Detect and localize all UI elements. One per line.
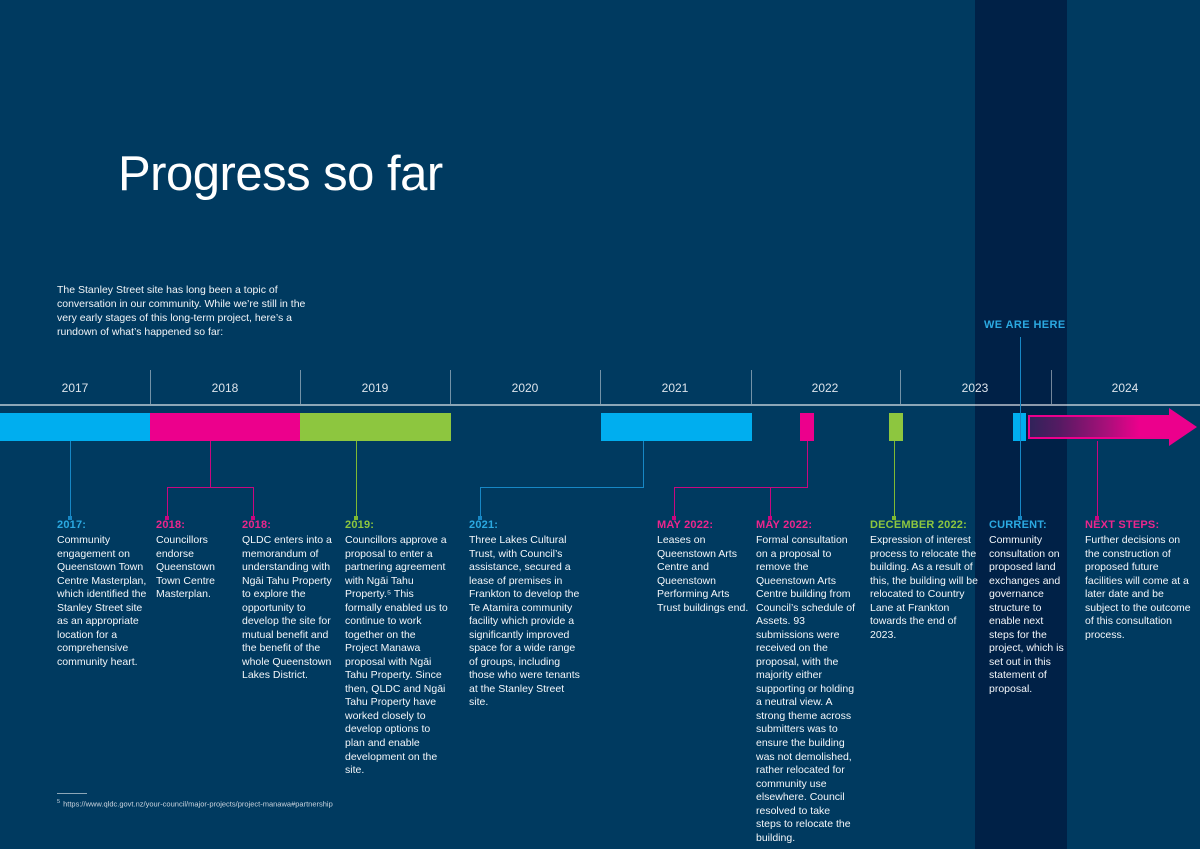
milestone-text: Councillors approve a proposal to enter … xyxy=(345,534,448,777)
connector-dot xyxy=(251,516,255,520)
timeline-bar-2021 xyxy=(601,413,752,441)
intro-paragraph: The Stanley Street site has long been a … xyxy=(57,284,306,339)
timeline-tick xyxy=(150,370,151,404)
page-title: Progress so far xyxy=(118,147,443,201)
connector-line-2017 xyxy=(70,441,71,517)
timeline-tick xyxy=(900,370,901,404)
connector-line-may-2022 xyxy=(770,487,771,517)
milestone-label: DECEMBER 2022: xyxy=(870,519,967,531)
milestone-2019: 2019: Councillors approve a proposal to … xyxy=(345,519,451,778)
milestone-label: 2018: xyxy=(156,519,186,531)
year-label-2020: 2020 xyxy=(511,381,539,395)
milestone-label: 2021: xyxy=(469,519,499,531)
connector-line-2019 xyxy=(356,441,357,517)
milestone-text: QLDC enters into a memorandum of underst… xyxy=(242,534,332,682)
milestone-2017: 2017: Community engagement on Queenstown… xyxy=(57,519,154,669)
milestone-text: Community consultation on proposed land … xyxy=(989,534,1064,695)
footnote: 5 https://www.qldc.govt.nz/your-council/m… xyxy=(57,799,333,809)
connector-line-current xyxy=(1020,337,1021,517)
connector-line-2021 xyxy=(480,487,481,517)
milestone-label: MAY 2022: xyxy=(657,519,714,531)
milestone-text: Leases on Queenstown Arts Centre and Que… xyxy=(657,534,749,614)
milestone-next-steps: NEXT STEPS: Further decisions on the con… xyxy=(1085,519,1192,642)
connector-line-2021 xyxy=(480,487,644,488)
year-label-2018: 2018 xyxy=(211,381,239,395)
milestone-label: 2018: xyxy=(242,519,272,531)
timeline-tick xyxy=(600,370,601,404)
connector-line-2018 xyxy=(253,487,254,517)
milestone-current: CURRENT: Community consultation on propo… xyxy=(989,519,1069,696)
milestone-label: 2017: xyxy=(57,519,87,531)
connector-dot xyxy=(354,516,358,520)
timeline-bar-december-2022 xyxy=(889,413,903,441)
milestone-may-2022-a: MAY 2022: Leases on Queenstown Arts Cent… xyxy=(657,519,752,615)
year-label-2023: 2023 xyxy=(961,381,989,395)
milestone-december-2022: DECEMBER 2022: Expression of interest pr… xyxy=(870,519,980,642)
year-label-2022: 2022 xyxy=(811,381,839,395)
connector-line-2018 xyxy=(167,487,168,517)
timeline-tick xyxy=(300,370,301,404)
timeline-tick xyxy=(450,370,451,404)
footnote-url: https://www.qldc.govt.nz/your-council/ma… xyxy=(63,799,333,809)
connector-line-2018 xyxy=(210,441,211,488)
connector-dot xyxy=(768,516,772,520)
connector-line-december-2022 xyxy=(894,441,895,517)
connector-line-2021 xyxy=(643,441,644,488)
milestone-2018-b: 2018: QLDC enters into a memorandum of u… xyxy=(242,519,342,683)
milestone-label: NEXT STEPS: xyxy=(1085,519,1160,531)
milestone-text: Three Lakes Cultural Trust, with Council… xyxy=(469,534,580,709)
milestone-text: Expression of interest process to reloca… xyxy=(870,534,978,641)
year-label-2024: 2024 xyxy=(1111,381,1139,395)
milestone-label: MAY 2022: xyxy=(756,519,813,531)
timeline-bar-2017 xyxy=(0,413,150,441)
future-arrow-body xyxy=(1028,415,1172,439)
connector-dot xyxy=(892,516,896,520)
connector-line-next-steps xyxy=(1097,441,1098,517)
timeline-bar-may-2022 xyxy=(800,413,814,441)
timeline-bar-2019 xyxy=(300,413,451,441)
milestone-may-2022-b: MAY 2022: Formal consultation on a propo… xyxy=(756,519,858,845)
timeline-tick xyxy=(751,370,752,404)
footnote-marker: 5 xyxy=(57,799,61,805)
connector-line-may-2022 xyxy=(674,487,808,488)
connector-dot xyxy=(68,516,72,520)
connector-dot xyxy=(1095,516,1099,520)
milestone-text: Councillors endorse Queenstown Town Cent… xyxy=(156,534,215,601)
year-label-2017: 2017 xyxy=(61,381,89,395)
connector-line-2018 xyxy=(167,487,254,488)
year-label-2019: 2019 xyxy=(361,381,389,395)
milestone-text: Community engagement on Queenstown Town … xyxy=(57,534,147,668)
connector-line-may-2022 xyxy=(674,487,675,517)
connector-dot xyxy=(165,516,169,520)
timeline-bar-2018 xyxy=(150,413,300,441)
milestone-2021: 2021: Three Lakes Cultural Trust, with C… xyxy=(469,519,581,710)
timeline-axis xyxy=(0,404,1200,406)
milestone-label: CURRENT: xyxy=(989,519,1047,531)
connector-dot xyxy=(478,516,482,520)
milestone-2018-a: 2018: Councillors endorse Queenstown Tow… xyxy=(156,519,236,602)
milestone-label: 2019: xyxy=(345,519,375,531)
year-label-2021: 2021 xyxy=(661,381,689,395)
footnote-divider xyxy=(57,793,87,794)
future-arrow-head-icon xyxy=(1169,408,1197,446)
connector-dot xyxy=(672,516,676,520)
milestone-text: Further decisions on the construction of… xyxy=(1085,534,1191,641)
connector-dot xyxy=(1018,516,1022,520)
we-are-here-label: WE ARE HERE xyxy=(984,319,1066,331)
timeline-bar-current xyxy=(1013,413,1026,441)
milestone-text: Formal consultation on a proposal to rem… xyxy=(756,534,856,844)
connector-line-may-2022 xyxy=(807,441,808,488)
timeline-tick xyxy=(1051,370,1052,404)
